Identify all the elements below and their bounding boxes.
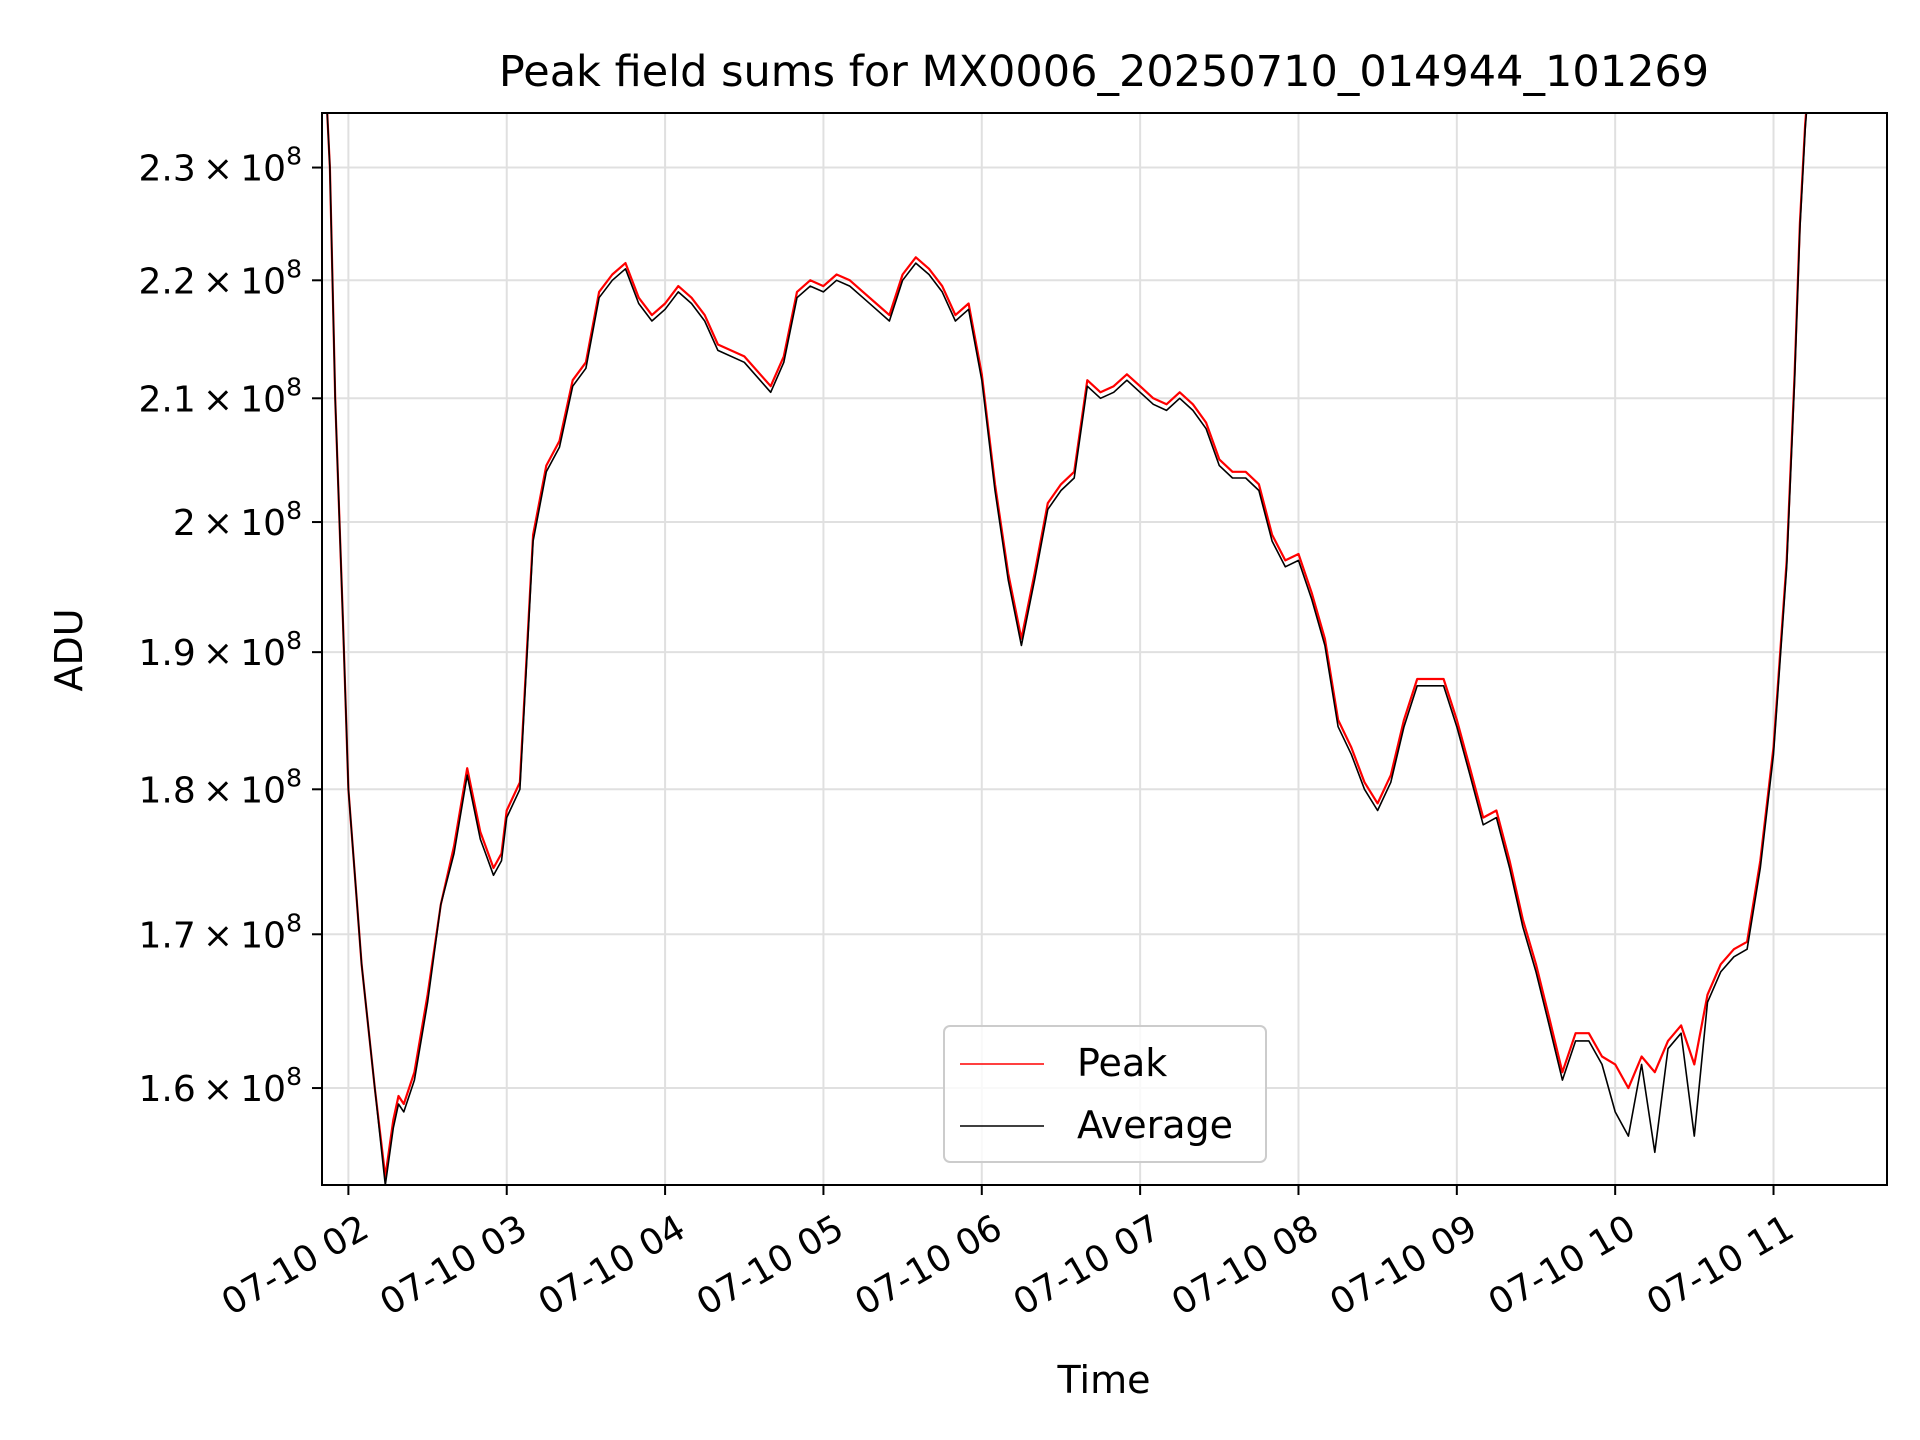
y-tick-mantissa: 2 [173,503,196,544]
y-axis-label: ADU [47,608,91,691]
y-tick-exponent: 8 [286,908,302,937]
y-tick-mantissa: 2.1 [138,379,195,420]
y-tick-exponent: 8 [286,763,302,792]
y-tick-mantissa: 2.3 [138,149,195,190]
y-tick-exponent: 8 [286,626,302,655]
y-tick-label: 2.2 × 108 [138,254,302,302]
y-tick-mantissa: 1.8 [138,770,195,811]
y-axis: 1.6 × 108 1.7 × 108 1.8 × 108 1.9 × 108 2 × … [138,142,322,1110]
series-layer [326,113,1808,1185]
x-axis-label: Time [1057,1358,1151,1402]
chart-title: Peak field sums for MX0006_20250710_0149… [499,47,1709,97]
y-tick-mantissa: 1.7 [138,915,195,956]
legend-box [943,1025,1267,1163]
y-tick-label: 2.1 × 108 [138,372,302,420]
y-tick-mantissa: 2.2 [138,261,195,302]
y-tick-exponent: 8 [286,372,302,401]
y-tick-mantissa: 1.9 [138,633,195,674]
legend-label-average: Average [1077,1103,1233,1147]
plot-frame [321,112,1888,1186]
y-tick-mantissa: 1.6 [138,1069,195,1110]
y-tick-label: 2 × 108 [173,496,302,544]
y-tick-exponent: 8 [286,496,302,525]
series-line-average [326,113,1808,1185]
y-tick-label: 2.3 × 108 [138,142,302,190]
y-tick-label: 1.8 × 108 [138,763,302,811]
legend: Peak Average [943,1025,1267,1163]
y-tick-label: 1.7 × 108 [138,908,302,956]
y-tick-exponent: 8 [286,254,302,283]
y-tick-label: 1.9 × 108 [138,626,302,674]
y-tick-exponent: 8 [286,142,302,171]
y-tick-label: 1.6 × 108 [138,1062,302,1110]
legend-label-peak: Peak [1077,1041,1167,1085]
y-tick-exponent: 8 [286,1062,302,1091]
